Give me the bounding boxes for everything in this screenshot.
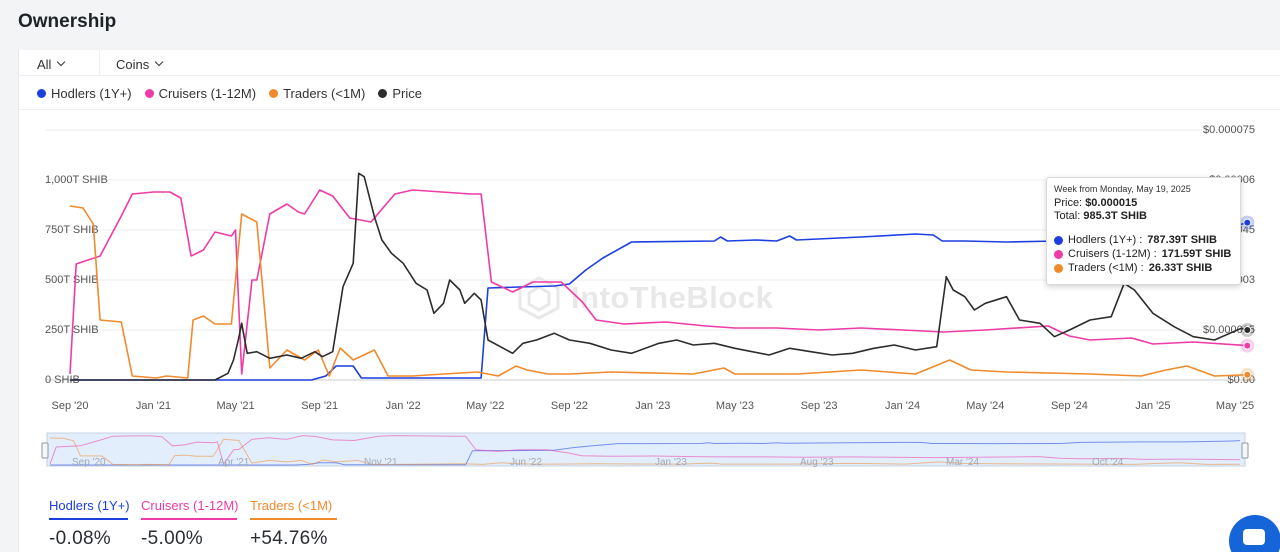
series-marker-cruisers bbox=[1243, 341, 1252, 350]
y-left-tick-label: 750T SHIB bbox=[45, 224, 99, 236]
tooltip-row-value: 787.39T SHIB bbox=[1147, 234, 1217, 246]
legend-dot bbox=[378, 89, 388, 98]
y-left-tick-label: 0 SHIB bbox=[45, 374, 80, 386]
navigator-tick-label: Oct '24 bbox=[1092, 457, 1124, 468]
stat-hodlers: Hodlers (1Y+) -0.08% bbox=[49, 498, 130, 550]
navigator-window bbox=[47, 433, 1245, 466]
x-tick-label: May '25 bbox=[1216, 400, 1254, 412]
divider bbox=[99, 50, 100, 76]
legend-dot bbox=[269, 89, 279, 98]
legend-item-price[interactable]: Price bbox=[378, 86, 422, 101]
tooltip-dot bbox=[1054, 249, 1063, 259]
legend-label: Price bbox=[392, 86, 422, 101]
x-tick-label: Sep '23 bbox=[801, 400, 838, 412]
x-tick-label: May '21 bbox=[216, 400, 254, 412]
tooltip-dot bbox=[1054, 235, 1063, 245]
ownership-panel: All Coins Hodlers (1Y+) Cruisers (1-12M)… bbox=[18, 50, 1280, 552]
legend-label: Traders (<1M) bbox=[283, 86, 366, 101]
x-tick-label: Sep '20 bbox=[52, 400, 89, 412]
navigator-handle-left[interactable] bbox=[41, 442, 49, 459]
range-dropdown-label: All bbox=[37, 56, 52, 72]
navigator-tick-label: Sep '20 bbox=[72, 457, 106, 468]
navigator-tick-label: Jan '23 bbox=[655, 457, 687, 468]
series-marker-hodlers bbox=[1243, 218, 1252, 227]
series-marker-traders bbox=[1243, 370, 1252, 379]
tooltip-dot bbox=[1054, 263, 1063, 273]
watermark-text: IntoTheBlock bbox=[571, 280, 774, 315]
legend-label: Cruisers (1-12M) bbox=[158, 86, 257, 101]
tooltip-total-value: 985.3T SHIB bbox=[1083, 210, 1147, 222]
y-right-tick-label: $0.000015 bbox=[1203, 324, 1255, 336]
legend-dot bbox=[144, 89, 154, 98]
x-tick-label: Jan '22 bbox=[386, 400, 421, 412]
legend-dot bbox=[37, 89, 46, 98]
stat-value: +54.76% bbox=[250, 528, 328, 549]
tooltip-row-label: Hodlers (1Y+) : bbox=[1068, 234, 1143, 246]
navigator-handle-right[interactable] bbox=[1241, 442, 1249, 459]
tooltip-price-label: Price: bbox=[1054, 197, 1083, 209]
tooltip-row-traders: Traders (<1M) : 26.33T SHIB bbox=[1054, 261, 1233, 275]
y-right-tick-label: $0.000075 bbox=[1203, 124, 1255, 136]
navigator-line-traders bbox=[49, 437, 1241, 466]
navigator-line-hodlers bbox=[50, 440, 1241, 466]
navigator-line-cruisers bbox=[49, 435, 1241, 466]
tooltip-total-label: Total: bbox=[1054, 210, 1081, 222]
chat-icon bbox=[1243, 529, 1265, 545]
x-tick-label: Sep '24 bbox=[1051, 400, 1088, 412]
x-tick-label: May '24 bbox=[966, 400, 1004, 412]
legend-label: Hodlers (1Y+) bbox=[51, 86, 132, 101]
x-tick-label: Jan '25 bbox=[1135, 400, 1170, 412]
navigator-tick-label: Jun '22 bbox=[510, 457, 542, 468]
tooltip-row-value: 171.59T SHIB bbox=[1161, 248, 1232, 260]
filter-bar: All Coins bbox=[19, 50, 1280, 76]
tooltip-header: Week from Monday, May 19, 2025 bbox=[1054, 184, 1191, 194]
tooltip-price: Price: $0.000015 bbox=[1054, 197, 1233, 210]
tooltip-row-label: Cruisers (1-12M) : bbox=[1068, 248, 1157, 260]
navigator-tick-label: Aug '23 bbox=[800, 457, 834, 468]
tooltip-row-value: 26.33T SHIB bbox=[1148, 262, 1213, 274]
unit-dropdown[interactable]: Coins bbox=[116, 54, 164, 74]
stat-cruisers: Cruisers (1-12M) -5.00% bbox=[141, 498, 239, 550]
chat-button[interactable] bbox=[1229, 515, 1280, 552]
chart-legend: Hodlers (1Y+) Cruisers (1-12M) Traders (… bbox=[37, 86, 422, 101]
stat-value: -0.08% bbox=[49, 528, 112, 549]
divider bbox=[19, 109, 1280, 110]
x-tick-label: May '23 bbox=[716, 400, 754, 412]
page-title: Ownership bbox=[18, 11, 117, 32]
unit-dropdown-label: Coins bbox=[116, 56, 150, 72]
x-tick-label: Jan '23 bbox=[635, 400, 670, 412]
tooltip-row-cruisers: Cruisers (1-12M) : 171.59T SHIB bbox=[1054, 247, 1233, 261]
legend-item-cruisers[interactable]: Cruisers (1-12M) bbox=[144, 86, 257, 101]
y-left-tick-label: 1,000T SHIB bbox=[45, 174, 108, 186]
tooltip-total: Total: 985.3T SHIB bbox=[1054, 210, 1233, 223]
series-line-price bbox=[70, 172, 1248, 381]
y-left-tick-label: 500T SHIB bbox=[45, 274, 99, 286]
tooltip-row-hodlers: Hodlers (1Y+) : 787.39T SHIB bbox=[1054, 233, 1233, 247]
x-tick-label: Sep '21 bbox=[301, 400, 338, 412]
navigator-tick-label: Apr '21 bbox=[218, 457, 250, 468]
chart-tooltip: Week from Monday, May 19, 2025 Price: $0… bbox=[1046, 177, 1241, 285]
x-tick-label: Sep '22 bbox=[551, 400, 588, 412]
tooltip-price-value: $0.000015 bbox=[1085, 197, 1138, 209]
stat-label: Hodlers (1Y+) bbox=[49, 498, 130, 520]
stat-label: Cruisers (1-12M) bbox=[141, 498, 239, 520]
legend-item-traders[interactable]: Traders (<1M) bbox=[269, 86, 365, 101]
stat-traders: Traders (<1M) +54.76% bbox=[250, 498, 337, 550]
series-line-cruisers bbox=[69, 189, 1248, 375]
x-tick-label: May '22 bbox=[466, 400, 504, 412]
stat-value: -5.00% bbox=[141, 528, 204, 549]
x-tick-label: Jan '24 bbox=[885, 400, 920, 412]
navigator-tick-label: Mar '24 bbox=[946, 457, 980, 468]
range-dropdown[interactable]: All bbox=[37, 54, 66, 74]
series-marker-price bbox=[1243, 326, 1252, 334]
legend-item-hodlers[interactable]: Hodlers (1Y+) bbox=[37, 86, 132, 101]
series-line-traders bbox=[69, 205, 1248, 379]
tooltip-row-label: Traders (<1M) : bbox=[1068, 262, 1144, 274]
stat-label: Traders (<1M) bbox=[250, 498, 337, 520]
navigator-tick-label: Nov '21 bbox=[364, 457, 398, 468]
x-tick-label: Jan '21 bbox=[136, 400, 171, 412]
